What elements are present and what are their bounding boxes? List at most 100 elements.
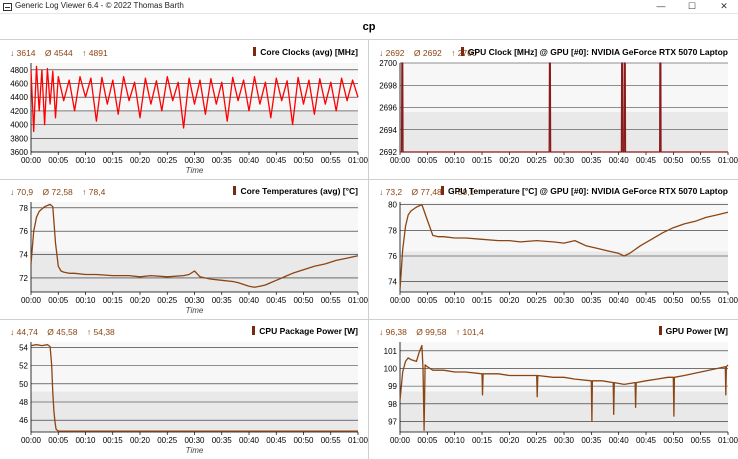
window-titlebar: Generic Log Viewer 6.4 - © 2022 Thomas B… — [0, 0, 738, 14]
x-tick-label: 00:35 — [212, 436, 233, 445]
y-tick-label: 2698 — [379, 81, 397, 90]
x-tick-label: 00:40 — [239, 156, 260, 165]
x-tick-label: 00:05 — [417, 156, 438, 165]
legend-swatch — [252, 326, 256, 335]
stat-max: ↑ 78,4 — [82, 187, 106, 197]
x-tick-label: 00:40 — [609, 436, 630, 445]
x-tick-label: 00:10 — [75, 156, 96, 165]
chart-panel-gpu-temperature[interactable]: 74 76 78 80 00:00 00:05 00:10 00:15 00:20 00:25 00… — [369, 180, 738, 319]
x-axis-label: Time — [186, 446, 204, 455]
stat-avg: Ø 77,48 — [411, 187, 442, 197]
chart-title-text: GPU Temperature [°C] @ GPU [#0]: NVIDIA … — [448, 186, 728, 196]
x-tick-label: 00:00 — [21, 436, 42, 445]
y-tick-label: 74 — [19, 251, 28, 260]
x-tick-label: 00:35 — [212, 156, 233, 165]
y-tick-label: 48 — [19, 398, 28, 407]
stat-max: ↑ 101,4 — [455, 327, 484, 337]
chart-svg: 3600 3800 4000 4200 4400 4600 4800 00:00 00:05 00… — [10, 63, 369, 175]
x-tick-label: 00:20 — [130, 436, 151, 445]
stats-readout: ↓ 96,38 Ø 99,58 ↑ 101,4 — [379, 327, 491, 337]
chart-panel-core-temperatures[interactable]: 72 74 76 78 00:00 00:05 00:10 00:15 00:20 00:25 00… — [0, 180, 369, 319]
x-tick-label: 00:05 — [48, 436, 69, 445]
y-tick-label: 98 — [388, 400, 397, 409]
series-line — [30, 344, 358, 432]
y-tick-label: 72 — [19, 274, 28, 283]
chart-title: Core Temperatures (avg) [°C] — [233, 186, 358, 196]
window-title: Generic Log Viewer 6.4 - © 2022 Thomas B… — [15, 1, 184, 10]
stats-readout: ↓ 2692 Ø 2692 ↑ 2700 — [379, 48, 484, 58]
x-tick-label: 00:05 — [48, 156, 69, 165]
chart-title: Core Clocks (avg) [MHz] — [253, 47, 358, 57]
y-tick-label: 3800 — [10, 134, 28, 143]
x-tick-label: 00:25 — [157, 156, 178, 165]
y-tick-label: 50 — [19, 380, 28, 389]
chart-panel-cpu-package-power[interactable]: 46 48 50 52 54 00:00 00:05 00:10 00:15 00:20 00:25… — [0, 320, 369, 459]
stat-min: ↓ 96,38 — [379, 327, 407, 337]
x-tick-label: 00:15 — [103, 296, 124, 305]
chart-panel-gpu-clock[interactable]: 2692 2694 2696 2698 2700 00:00 00:05 00:10 00:15… — [369, 41, 738, 179]
stat-avg: Ø 72,58 — [42, 187, 73, 197]
x-tick-label: 00:55 — [691, 296, 712, 305]
x-axis-label: Time — [186, 306, 204, 315]
x-tick-label: 00:50 — [663, 156, 684, 165]
x-tick-label: 00:10 — [445, 296, 466, 305]
stat-max: ↑ 54,38 — [86, 327, 115, 337]
x-tick-label: 00:10 — [75, 436, 96, 445]
minimize-button[interactable]: — — [656, 1, 666, 11]
x-tick-label: 00:55 — [321, 156, 342, 165]
chart-svg: 2692 2694 2696 2698 2700 00:00 00:05 00:10 00:15… — [379, 59, 738, 165]
x-tick-label: 00:35 — [581, 436, 602, 445]
legend-swatch — [253, 47, 257, 56]
x-tick-label: 00:15 — [103, 156, 124, 165]
x-tick-label: 00:25 — [157, 296, 178, 305]
x-tick-label: 00:05 — [417, 296, 438, 305]
y-tick-label: 2700 — [379, 59, 397, 68]
y-tick-label: 3600 — [10, 148, 28, 157]
x-tick-label: 00:30 — [184, 296, 205, 305]
plot-shade — [400, 251, 728, 292]
y-tick-label: 4600 — [10, 80, 28, 89]
x-tick-label: 00:30 — [554, 156, 575, 165]
x-tick-label: 00:00 — [21, 296, 42, 305]
chart-panel-gpu-power[interactable]: 97 98 99 100 101 00:00 00:05 00:10 00:15 00:20 00:… — [369, 320, 738, 459]
x-tick-label: 00:00 — [21, 156, 42, 165]
x-tick-label: 00:45 — [636, 296, 657, 305]
y-tick-label: 2692 — [379, 148, 397, 157]
x-tick-label: 00:55 — [691, 156, 712, 165]
x-tick-label: 00:25 — [527, 156, 548, 165]
x-tick-label: 00:55 — [691, 436, 712, 445]
chart-title-text: CPU Package Power [W] — [259, 326, 358, 336]
y-tick-label: 4200 — [10, 107, 28, 116]
stat-min: ↓ 73,2 — [379, 187, 403, 197]
x-tick-label: 00:30 — [184, 156, 205, 165]
y-tick-label: 52 — [19, 362, 28, 371]
chart-title-text: GPU Power [W] — [665, 326, 728, 336]
legend-swatch — [441, 186, 445, 195]
x-tick-label: 00:35 — [581, 156, 602, 165]
y-tick-label: 4800 — [10, 66, 28, 75]
x-tick-label: 00:50 — [663, 436, 684, 445]
chart-panel-core-clocks[interactable]: 3600 3800 4000 4200 4400 4600 4800 00:00 00:05 00… — [0, 41, 369, 179]
y-tick-label: 76 — [388, 252, 397, 261]
y-tick-label: 4000 — [10, 121, 28, 130]
x-tick-label: 00:15 — [472, 436, 493, 445]
y-tick-label: 4400 — [10, 93, 28, 102]
x-tick-label: 00:20 — [130, 156, 151, 165]
y-tick-label: 99 — [388, 382, 397, 391]
close-button[interactable]: ✕ — [720, 1, 728, 11]
x-tick-label: 00:35 — [581, 296, 602, 305]
x-tick-label: 00:00 — [390, 296, 411, 305]
x-tick-label: 00:45 — [266, 156, 287, 165]
x-tick-label: 00:35 — [212, 296, 233, 305]
chart-title-text: Core Clocks (avg) [MHz] — [260, 47, 358, 57]
x-tick-label: 01:00 — [348, 296, 369, 305]
x-tick-label: 00:20 — [130, 296, 151, 305]
stats-readout: ↓ 70,9 Ø 72,58 ↑ 78,4 — [10, 187, 112, 197]
stat-avg: Ø 45,58 — [47, 327, 78, 337]
stat-min: ↓ 44,74 — [10, 327, 38, 337]
x-tick-label: 00:20 — [499, 436, 520, 445]
legend-swatch — [233, 186, 237, 195]
x-tick-label: 00:15 — [472, 296, 493, 305]
app-icon — [3, 3, 12, 11]
maximize-button[interactable]: ☐ — [687, 1, 697, 11]
